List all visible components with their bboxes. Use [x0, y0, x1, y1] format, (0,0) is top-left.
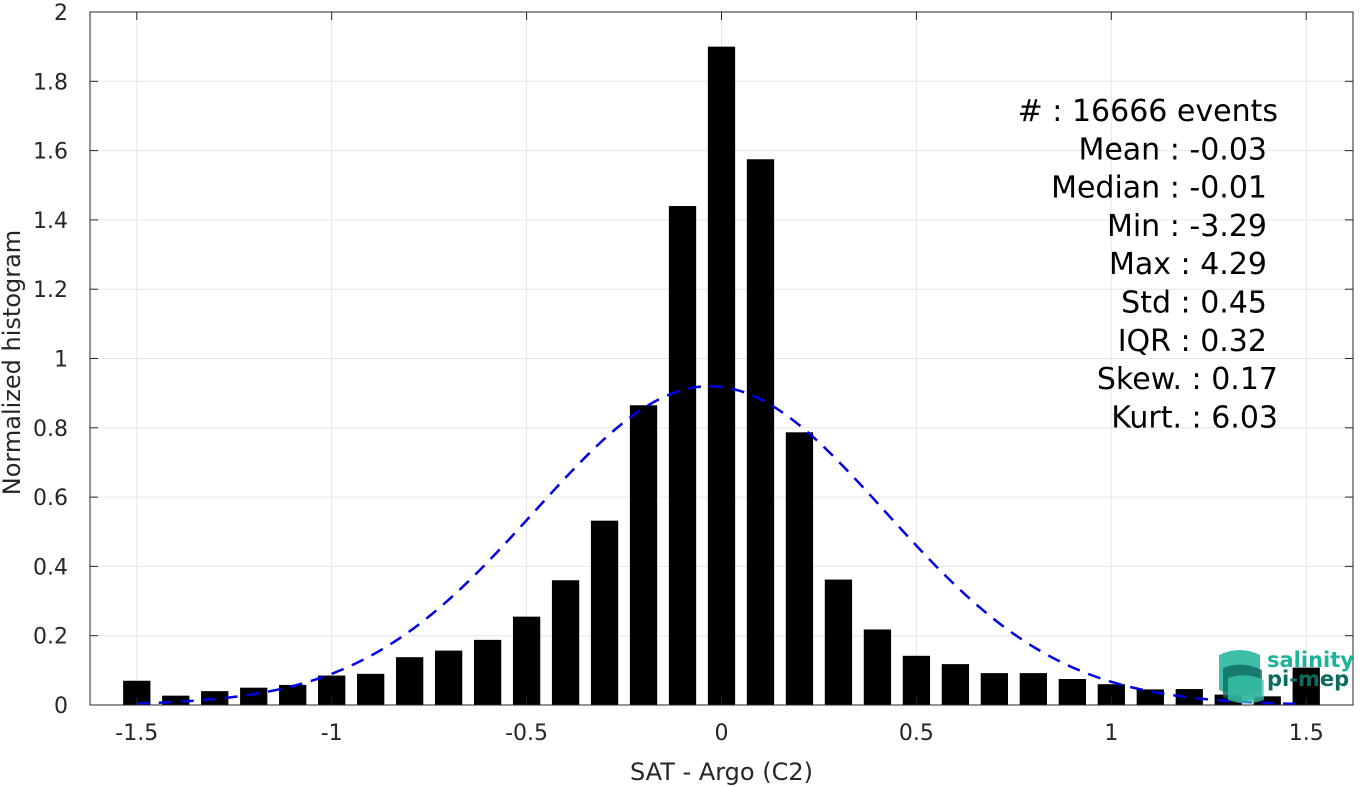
- histogram-bar-20: [902, 655, 931, 705]
- y-tick-label-4: 0.8: [33, 417, 68, 442]
- y-tick-label-0: 0: [54, 694, 68, 719]
- histogram-bar-17: [785, 432, 814, 705]
- histogram-bar-25: [1097, 684, 1125, 705]
- logo-line1: salinity: [1267, 648, 1354, 672]
- logo-line2: pi-mep: [1267, 667, 1349, 691]
- histogram-bar-13: [629, 405, 658, 705]
- y-tick-label-5: 1: [54, 348, 68, 373]
- y-axis-label: Normalized histogram: [0, 230, 26, 495]
- histogram-bar-21: [941, 664, 970, 705]
- x-tick-label-6: 1.5: [1289, 721, 1324, 746]
- axis-ticks: -1.5 -1 -0.5 0 0.5 1 1.5 0 0.2 0.4 0.6 0.8 1 1.2 1.4 1.…: [33, 1, 1353, 746]
- histogram-bar-7: [396, 657, 424, 705]
- histogram-bar-9: [473, 639, 502, 705]
- histogram-bar-22: [980, 673, 1009, 705]
- histogram-bar-19: [863, 629, 892, 705]
- salinity-pi-mep-logo: salinity pi-mep: [1219, 648, 1354, 704]
- histogram-bar-8: [434, 650, 463, 705]
- histogram-bar-12: [590, 520, 619, 705]
- gaussian-fit-curve: [136, 384, 1307, 706]
- histogram-bar-6: [357, 673, 385, 705]
- stat-line-0: # : 16666 events: [1018, 94, 1278, 129]
- y-tick-label-7: 1.4: [33, 209, 68, 234]
- histogram-bar-29: [1253, 696, 1281, 705]
- y-tick-label-10: 2: [54, 1, 68, 26]
- y-tick-label-2: 0.4: [33, 555, 68, 580]
- histogram-bar-16: [746, 159, 775, 705]
- logo-wave-icon: [1219, 650, 1264, 704]
- y-tick-label-3: 0.6: [33, 486, 68, 511]
- histogram-bar-4: [279, 684, 307, 705]
- x-tick-label-5: 1: [1104, 721, 1118, 746]
- x-tick-label-1: -1: [321, 721, 343, 746]
- stat-line-5: Std : 0.45: [1121, 286, 1267, 321]
- histogram-bar-10: [512, 616, 541, 705]
- y-tick-label-9: 1.8: [33, 70, 68, 95]
- y-tick-label-8: 1.6: [33, 140, 68, 165]
- x-tick-label-0: -1.5: [115, 721, 158, 746]
- histogram-bar-1: [162, 695, 190, 705]
- y-tick-label-6: 1.2: [33, 278, 68, 303]
- x-tick-label-2: -0.5: [505, 721, 548, 746]
- histogram-bar-11: [551, 580, 580, 705]
- stat-line-3: Min : -3.29: [1107, 209, 1267, 244]
- histogram-bar-27: [1175, 689, 1203, 705]
- gaussian-fit: [136, 384, 1307, 706]
- x-axis-label: SAT - Argo (C2): [630, 758, 813, 786]
- histogram-bar-3: [240, 687, 268, 705]
- histogram-bar-15: [707, 46, 736, 705]
- x-tick-label-4: 0.5: [899, 721, 934, 746]
- stat-line-4: Max : 4.29: [1109, 247, 1267, 282]
- stat-line-8: Kurt. : 6.03: [1111, 400, 1278, 435]
- histogram-bar-24: [1058, 679, 1086, 705]
- x-tick-label-3: 0: [715, 721, 729, 746]
- stat-line-7: Skew. : 0.17: [1097, 362, 1278, 397]
- stat-line-6: IQR : 0.32: [1118, 324, 1267, 359]
- histogram-bar-23: [1019, 673, 1047, 705]
- y-tick-label-1: 0.2: [33, 625, 68, 650]
- histogram-bar-14: [668, 206, 697, 706]
- histogram-bar-18: [824, 579, 853, 705]
- stat-line-1: Mean : -0.03: [1078, 132, 1267, 167]
- stat-line-2: Median : -0.01: [1051, 171, 1267, 206]
- histogram-bar-26: [1136, 689, 1164, 705]
